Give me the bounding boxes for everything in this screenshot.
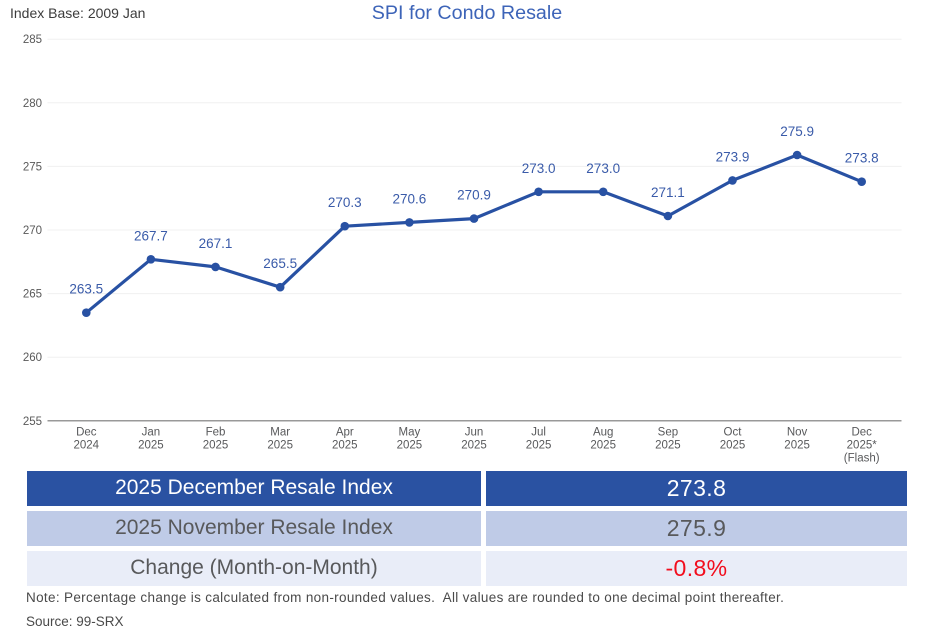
svg-text:2025: 2025 [397, 440, 423, 452]
svg-text:265.5: 265.5 [263, 256, 297, 271]
svg-text:273.8: 273.8 [845, 151, 879, 166]
svg-text:285: 285 [23, 34, 42, 46]
svg-text:Jul: Jul [531, 427, 546, 439]
svg-text:2025: 2025 [590, 440, 616, 452]
svg-text:270.6: 270.6 [393, 191, 427, 206]
svg-text:2025: 2025 [526, 440, 552, 452]
svg-text:2025: 2025 [655, 440, 681, 452]
svg-text:270.9: 270.9 [457, 188, 491, 203]
svg-text:2025*: 2025* [847, 440, 878, 452]
svg-text:2025: 2025 [203, 440, 229, 452]
svg-text:Apr: Apr [336, 427, 354, 439]
svg-text:2025: 2025 [267, 440, 293, 452]
svg-text:267.1: 267.1 [199, 236, 233, 251]
svg-text:Dec: Dec [76, 427, 97, 439]
svg-text:2025: 2025 [138, 440, 164, 452]
svg-text:273.9: 273.9 [716, 149, 750, 164]
svg-text:267.7: 267.7 [134, 228, 168, 243]
svg-text:260: 260 [23, 352, 42, 364]
svg-text:Mar: Mar [270, 427, 290, 439]
svg-text:273.0: 273.0 [586, 161, 620, 176]
svg-text:275.9: 275.9 [780, 124, 814, 139]
svg-text:270.3: 270.3 [328, 195, 362, 210]
svg-text:270: 270 [23, 225, 42, 237]
svg-text:Nov: Nov [787, 427, 808, 439]
svg-text:Oct: Oct [724, 427, 743, 439]
svg-text:May: May [399, 427, 421, 439]
svg-text:Dec: Dec [851, 427, 872, 439]
svg-text:275: 275 [23, 161, 42, 173]
svg-text:2025: 2025 [720, 440, 746, 452]
svg-text:Feb: Feb [206, 427, 226, 439]
svg-text:2024: 2024 [74, 440, 100, 452]
svg-text:Jan: Jan [142, 427, 161, 439]
svg-text:Jun: Jun [465, 427, 484, 439]
svg-text:263.5: 263.5 [69, 282, 103, 297]
svg-text:271.1: 271.1 [651, 185, 685, 200]
svg-text:273.0: 273.0 [522, 161, 556, 176]
svg-text:Aug: Aug [593, 427, 613, 439]
svg-text:280: 280 [23, 98, 42, 110]
svg-text:255: 255 [23, 416, 42, 428]
svg-text:2025: 2025 [461, 440, 487, 452]
svg-text:(Flash): (Flash) [844, 453, 880, 465]
svg-text:265: 265 [23, 289, 42, 301]
svg-text:2025: 2025 [332, 440, 358, 452]
svg-text:Sep: Sep [658, 427, 678, 439]
svg-text:2025: 2025 [784, 440, 810, 452]
